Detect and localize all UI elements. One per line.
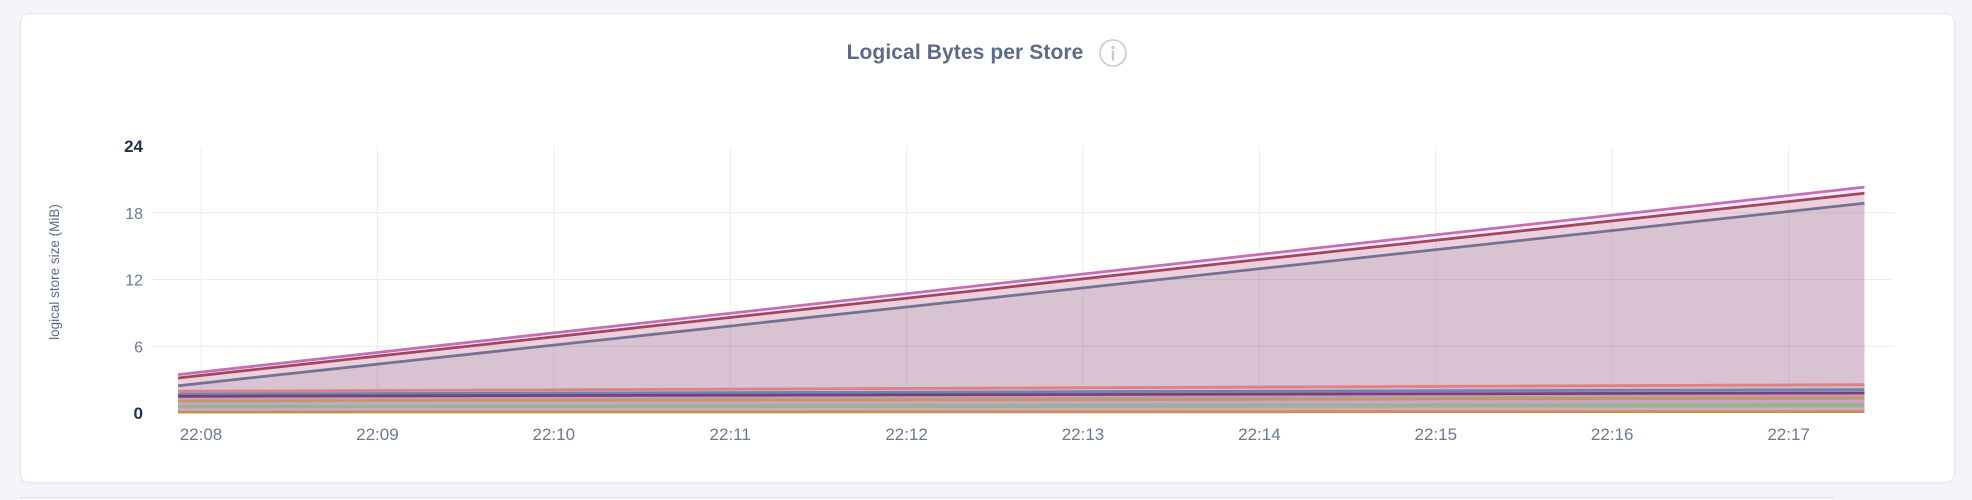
info-icon-glyph — [1099, 39, 1128, 67]
x-tick-label: 22:14 — [1238, 425, 1281, 444]
series-line-series-3-slate — [177, 201, 1865, 388]
chart-plot[interactable]: 22:08 22:09 22:10 22:11 22:12 22:13 22:14 22:15… — [21, 14, 1956, 484]
y-axis-label: logical store size (MiB) — [47, 204, 62, 340]
x-tick-label: 22:13 — [1062, 425, 1105, 444]
x-tick-label: 22:10 — [533, 425, 576, 444]
x-tick-label: 22:11 — [710, 425, 751, 444]
x-tick-label: 22:17 — [1767, 425, 1810, 444]
y-tick-label: 24 — [124, 137, 143, 156]
y-tick-label: 6 — [134, 339, 143, 356]
series-line-series-10-rose — [178, 407, 1865, 412]
info-icon[interactable] — [1098, 38, 1128, 68]
y-tick-label: 0 — [134, 404, 143, 423]
y-tick-label: 18 — [125, 206, 143, 223]
series-line-series-8-mauve — [178, 399, 1865, 405]
series-area-series-1-orchid — [178, 187, 1865, 413]
x-tick-label: 22:15 — [1415, 425, 1458, 444]
series-line-series-7-gold — [178, 396, 1865, 403]
x-tick-label: 22:09 — [356, 425, 399, 444]
series-line-series-4-salmon — [178, 383, 1865, 393]
series-line-series-6-plum — [178, 391, 1865, 398]
x-tick-label: 22:08 — [180, 425, 223, 444]
x-tick-label: 22:16 — [1591, 425, 1634, 444]
chart-card: 22:08 22:09 22:10 22:11 22:12 22:13 22:14 22:15… — [20, 13, 1955, 483]
series-line-series-2-maroon — [177, 191, 1865, 380]
series-line-series-1-orchid — [177, 185, 1865, 376]
x-tick-label: 22:12 — [885, 425, 928, 444]
series-area-series-3-slate — [178, 203, 1865, 413]
series-line-series-9-green — [178, 403, 1865, 409]
series-line-series-5-blue — [178, 388, 1865, 396]
bottom-divider — [20, 497, 1835, 498]
y-tick-label: 12 — [125, 273, 143, 290]
